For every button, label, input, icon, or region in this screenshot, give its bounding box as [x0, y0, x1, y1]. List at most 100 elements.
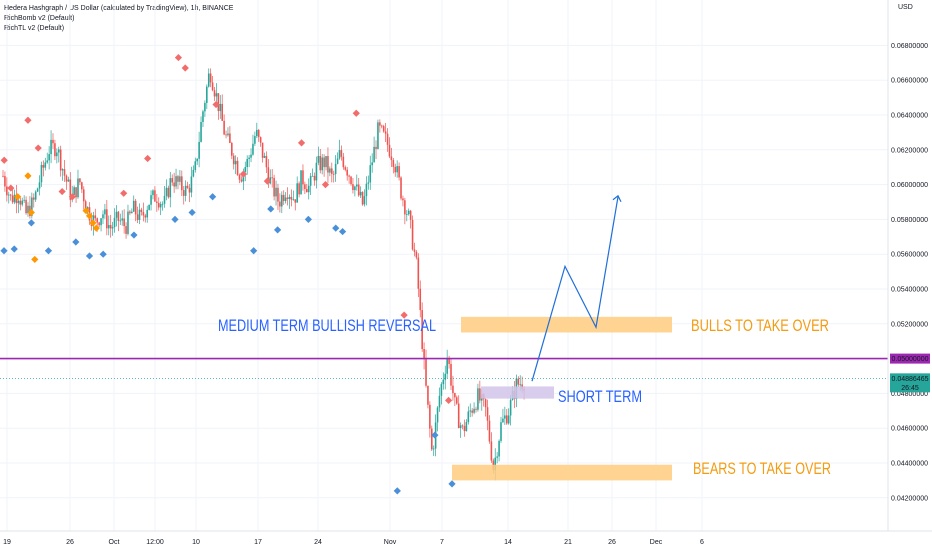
candle-body — [219, 103, 222, 112]
candle-body — [59, 149, 62, 171]
candle-body — [484, 399, 487, 408]
candle-body — [231, 142, 233, 156]
candle — [236, 157, 239, 176]
candle — [206, 84, 208, 110]
candle — [211, 75, 214, 92]
candle — [231, 141, 233, 160]
candle-body — [136, 214, 139, 220]
indicator-richtl[interactable]: RichTL v2 (Default) — [4, 25, 65, 32]
candle-body — [169, 178, 172, 198]
candle — [430, 425, 433, 451]
candle-body — [436, 407, 439, 423]
candle — [359, 186, 362, 198]
bulls-zone[interactable] — [461, 316, 672, 333]
short-term-zone[interactable] — [481, 386, 554, 399]
candle-body — [398, 166, 400, 178]
candle — [352, 177, 354, 194]
candle-body — [86, 207, 89, 211]
candle — [334, 155, 337, 182]
candle-body — [430, 428, 433, 450]
candle — [256, 122, 258, 139]
candle-body — [355, 184, 358, 187]
candle-body — [336, 158, 339, 164]
projection-line[interactable] — [531, 196, 619, 382]
blue-signal-diamond — [72, 238, 80, 246]
candle — [132, 195, 135, 213]
candle — [131, 208, 133, 214]
candle — [169, 171, 172, 208]
candle — [81, 181, 83, 194]
candle-body — [438, 395, 441, 408]
red-signal-diamond — [212, 100, 220, 109]
candle-body — [36, 188, 39, 192]
candle — [355, 174, 358, 191]
candle — [350, 175, 352, 186]
candle — [486, 399, 489, 431]
blue-signal-diamond — [338, 227, 347, 236]
candle — [304, 181, 306, 195]
price-tick-label: 0.06600000 — [891, 78, 928, 85]
red-signal-diamond — [321, 181, 330, 189]
candle — [475, 406, 477, 413]
candle — [473, 402, 475, 415]
candle-body — [288, 196, 291, 200]
candle-body — [165, 187, 168, 196]
candle-body — [454, 393, 456, 398]
candle-body — [7, 194, 10, 196]
candle-body — [313, 175, 316, 181]
candle — [150, 190, 152, 211]
candle — [156, 193, 158, 212]
candle-body — [330, 168, 333, 174]
candle-body — [186, 185, 189, 188]
candle-body — [332, 173, 335, 175]
time-tick-label: 7 — [440, 539, 444, 546]
candle — [346, 166, 348, 181]
candle — [56, 148, 58, 164]
candle-body — [415, 251, 418, 258]
candle — [46, 152, 49, 164]
candle-body — [104, 209, 106, 215]
candle-body — [256, 130, 258, 137]
candle — [419, 280, 422, 318]
candle — [229, 126, 231, 144]
candle — [380, 124, 383, 129]
candle-body — [352, 184, 354, 191]
candle — [402, 195, 404, 207]
candle-body — [38, 182, 41, 189]
candle-body — [354, 186, 356, 191]
candle — [296, 176, 298, 203]
price-tick-label: 0.04400000 — [891, 461, 928, 468]
candle-body — [4, 176, 6, 187]
candle — [165, 179, 168, 201]
candle-body — [338, 150, 341, 159]
candle — [188, 183, 191, 203]
bears-zone[interactable] — [452, 464, 672, 481]
candle — [432, 445, 435, 457]
candle — [454, 392, 456, 407]
bears-label: BEARS TO TAKE OVER — [693, 459, 831, 478]
candle-body — [156, 201, 158, 203]
candle-body — [379, 122, 381, 126]
price-tick-label: 0.05600000 — [891, 252, 928, 259]
candle-body — [227, 133, 229, 136]
candle — [248, 155, 250, 168]
candle-body — [467, 411, 470, 423]
candle-body — [363, 196, 366, 205]
candle-body — [54, 143, 56, 157]
candle-body — [236, 160, 239, 175]
candle — [11, 188, 14, 204]
candle — [181, 170, 183, 197]
candle-body — [373, 146, 375, 163]
candle — [200, 116, 202, 143]
candle-body — [357, 184, 360, 196]
candle-body — [290, 196, 293, 200]
candle — [138, 203, 141, 225]
indicator-richbomb[interactable]: RichBomb v2 (Default) — [4, 15, 75, 22]
candle — [111, 221, 114, 236]
price-axis-bg[interactable] — [888, 0, 932, 550]
blue-signal-diamond — [274, 226, 282, 234]
candle-body — [448, 358, 450, 364]
red-signal-diamond — [181, 64, 189, 72]
time-tick-label: 6 — [700, 539, 704, 546]
